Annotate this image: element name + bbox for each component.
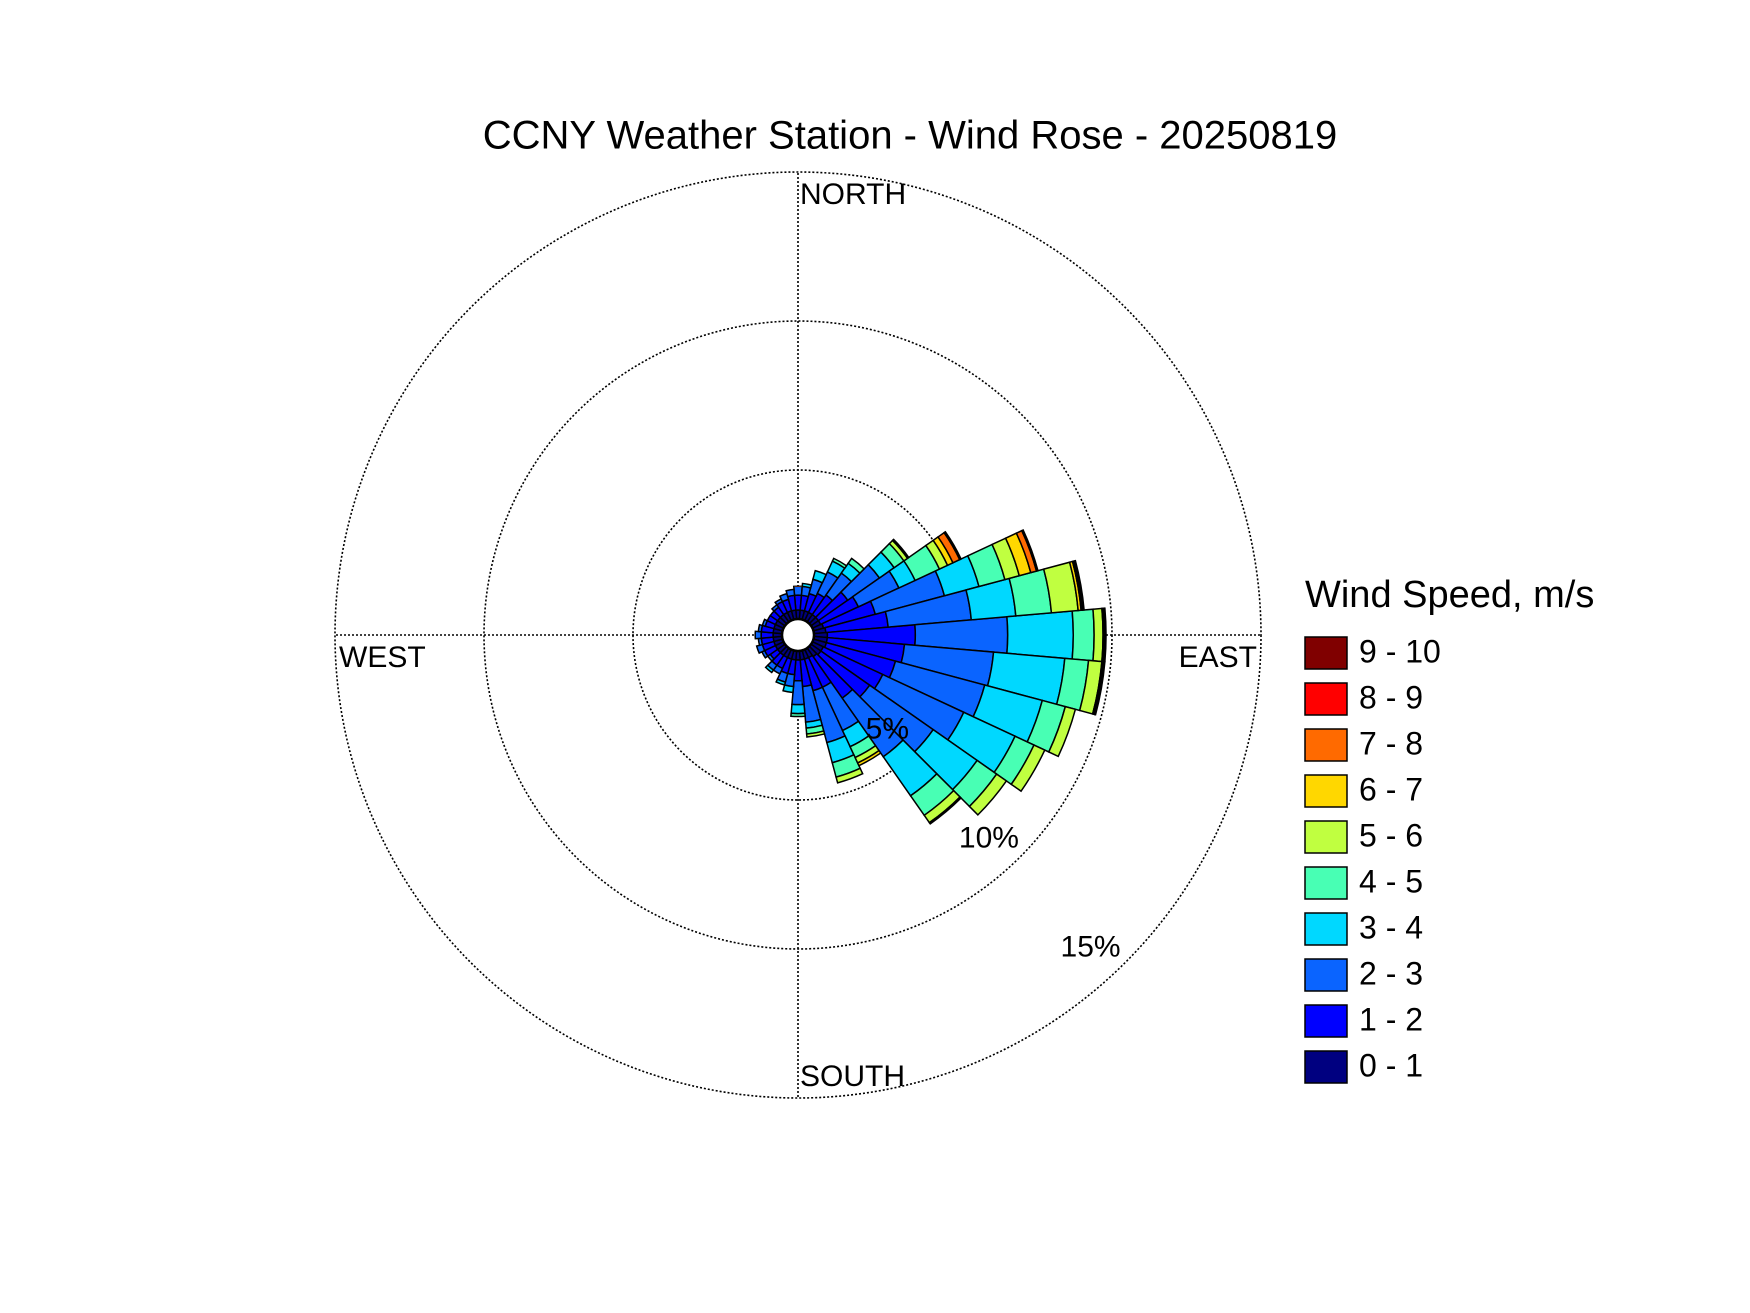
legend-label: 2 - 3 — [1359, 955, 1423, 991]
sector — [812, 569, 828, 584]
legend-swatch — [1304, 912, 1348, 946]
legend-swatch — [1304, 1050, 1348, 1084]
legend-swatch — [1304, 728, 1348, 762]
sector — [775, 678, 787, 686]
sector — [1010, 744, 1046, 793]
sector — [790, 703, 806, 715]
grid-ring — [334, 171, 1262, 1099]
sector — [856, 749, 882, 767]
sector — [1071, 608, 1095, 662]
sector — [764, 664, 775, 674]
sector — [1020, 529, 1039, 573]
direction-label: NORTH — [800, 178, 906, 211]
sector — [968, 773, 1008, 816]
sector — [831, 557, 848, 570]
sector — [757, 623, 764, 633]
sector — [805, 730, 826, 738]
sector — [757, 637, 764, 647]
sector — [835, 767, 864, 784]
legend-swatch — [1304, 866, 1348, 900]
sector — [790, 712, 806, 718]
r-tick-label: 10% — [959, 822, 1019, 855]
sector — [761, 618, 769, 628]
legend-label: 9 - 10 — [1359, 633, 1441, 669]
legend-swatch — [1304, 682, 1348, 716]
r-tick-label: 5% — [866, 713, 909, 746]
sector — [1092, 607, 1104, 663]
legend-label: 6 - 7 — [1359, 771, 1423, 807]
sector — [847, 557, 866, 575]
center-hole — [780, 617, 816, 653]
legend-label: 4 - 5 — [1359, 863, 1423, 899]
sector — [1094, 660, 1106, 716]
direction-label: EAST — [1179, 641, 1257, 674]
sector — [782, 684, 795, 694]
chart-title: CCNY Weather Station - Wind Rose - 20250… — [483, 114, 1338, 158]
direction-label: SOUTH — [800, 1060, 905, 1093]
legend-label: 0 - 1 — [1359, 1047, 1423, 1083]
sector — [1047, 705, 1077, 758]
legend-swatch — [1304, 636, 1348, 670]
sector — [891, 538, 910, 560]
r-tick-label: 15% — [1061, 931, 1121, 964]
sector — [943, 530, 963, 561]
direction-label: WEST — [339, 641, 426, 674]
sector — [801, 582, 813, 589]
sector — [754, 630, 763, 640]
sector — [928, 795, 963, 825]
legend-swatch — [1304, 1004, 1348, 1038]
sector — [785, 588, 796, 598]
sector — [755, 643, 766, 655]
sector — [1073, 559, 1085, 611]
legend-label: 7 - 8 — [1359, 725, 1423, 761]
legend-label: 5 - 6 — [1359, 817, 1423, 853]
legend-label: 3 - 4 — [1359, 909, 1423, 945]
legend-swatch — [1304, 774, 1348, 808]
sector — [1006, 610, 1075, 660]
legend-swatch — [1304, 820, 1348, 854]
legend-swatch — [1304, 958, 1348, 992]
legend-title: Wind Speed, m/s — [1305, 574, 1594, 616]
legend-label: 8 - 9 — [1359, 679, 1423, 715]
legend-label: 1 - 2 — [1359, 1001, 1423, 1037]
